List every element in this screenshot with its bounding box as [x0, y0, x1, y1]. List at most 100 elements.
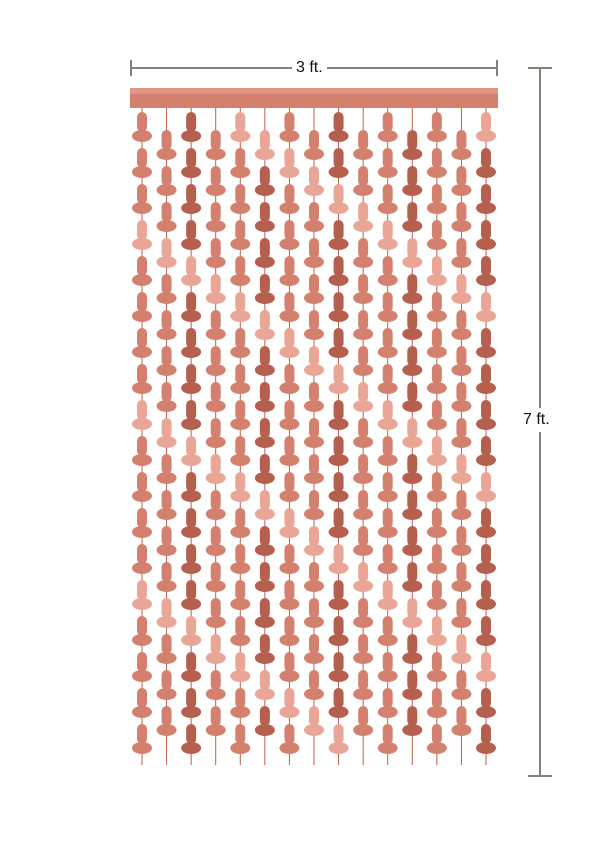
foil-piece-body: [210, 418, 221, 438]
foil-piece-base: [451, 688, 472, 700]
foil-piece-base: [254, 292, 275, 304]
foil-piece-base: [402, 184, 423, 196]
foil-piece-base: [353, 148, 374, 160]
foil-piece-base: [230, 634, 251, 646]
foil-piece-base: [476, 238, 496, 250]
foil-piece-base: [426, 238, 447, 250]
foil-piece-body: [210, 526, 221, 546]
foil-piece-body: [333, 544, 344, 564]
foil-piece-body: [358, 202, 369, 222]
foil-piece-base: [328, 274, 349, 286]
foil-piece-base: [377, 238, 398, 250]
foil-piece-base: [279, 274, 300, 286]
foil-piece-base: [181, 130, 202, 142]
foil-piece-base: [156, 436, 177, 448]
foil-piece-base: [230, 454, 251, 466]
foil-piece-base: [402, 220, 423, 232]
foil-piece-body: [186, 688, 197, 708]
foil-piece-body: [235, 112, 246, 132]
foil-piece-body: [382, 112, 393, 132]
foil-piece-body: [407, 166, 418, 186]
foil-piece-base: [181, 562, 202, 574]
foil-piece-body: [407, 454, 418, 474]
foil-piece-base: [476, 706, 496, 718]
foil-piece-base: [279, 454, 300, 466]
foil-piece-base: [328, 706, 349, 718]
foil-piece-body: [481, 580, 491, 600]
height-dimension-tick-top: [528, 67, 552, 69]
foil-piece-base: [304, 688, 324, 700]
foil-piece-base: [451, 508, 472, 520]
foil-piece-base: [353, 724, 374, 736]
foil-piece-base: [353, 472, 374, 484]
foil-piece-body: [456, 490, 467, 510]
foil-piece-body: [210, 562, 221, 582]
foil-piece-base: [304, 652, 324, 664]
foil-piece-body: [431, 292, 442, 312]
foil-piece-base: [476, 634, 496, 646]
foil-piece-base: [377, 490, 398, 502]
foil-piece-body: [210, 598, 221, 618]
foil-piece-base: [132, 742, 152, 754]
foil-piece-body: [186, 472, 197, 492]
foil-piece-body: [481, 400, 491, 420]
foil-piece-base: [181, 490, 202, 502]
foil-piece-body: [210, 346, 221, 366]
foil-piece-base: [230, 670, 251, 682]
foil-piece-base: [156, 184, 177, 196]
foil-piece-body: [333, 724, 344, 744]
foil-piece-base: [279, 742, 300, 754]
foil-piece-body: [210, 670, 221, 690]
foil-piece-body: [407, 634, 418, 654]
foil-piece-body: [235, 688, 246, 708]
foil-piece-body: [382, 436, 393, 456]
foil-piece-body: [137, 436, 147, 456]
foil-piece-body: [358, 382, 369, 402]
foil-piece-base: [132, 238, 152, 250]
foil-piece-base: [353, 436, 374, 448]
foil-piece-base: [402, 436, 423, 448]
foil-piece-body: [161, 238, 172, 258]
foil-piece-body: [309, 346, 319, 366]
foil-piece-base: [156, 220, 177, 232]
foil-piece-body: [431, 364, 442, 384]
foil-piece-base: [328, 562, 349, 574]
foil-piece-body: [309, 382, 319, 402]
foil-piece-body: [431, 724, 442, 744]
foil-piece-base: [304, 220, 324, 232]
foil-piece-body: [137, 328, 147, 348]
foil-piece-body: [358, 274, 369, 294]
foil-piece-base: [279, 310, 300, 322]
foil-piece-base: [230, 706, 251, 718]
foil-piece-body: [235, 292, 246, 312]
foil-piece-body: [235, 184, 246, 204]
foil-piece-base: [328, 166, 349, 178]
foil-piece-base: [353, 652, 374, 664]
foil-piece-base: [205, 256, 226, 268]
foil-piece-base: [156, 400, 177, 412]
foil-piece-base: [377, 562, 398, 574]
foil-piece-body: [210, 706, 221, 726]
foil-piece-body: [407, 490, 418, 510]
foil-piece-body: [407, 238, 418, 258]
foil-piece-body: [382, 148, 393, 168]
foil-piece-base: [426, 130, 447, 142]
foil-piece-base: [451, 652, 472, 664]
foil-piece-base: [328, 598, 349, 610]
foil-piece-base: [181, 310, 202, 322]
foil-piece-body: [186, 148, 197, 168]
foil-piece-base: [279, 706, 300, 718]
foil-piece-base: [205, 436, 226, 448]
foil-piece-base: [304, 328, 324, 340]
foil-piece-base: [156, 688, 177, 700]
foil-piece-base: [254, 436, 275, 448]
foil-piece-base: [451, 256, 472, 268]
foil-piece-base: [205, 508, 226, 520]
foil-piece-body: [235, 616, 246, 636]
foil-piece-body: [481, 148, 491, 168]
foil-piece-base: [279, 670, 300, 682]
foil-piece-base: [377, 418, 398, 430]
foil-piece-base: [353, 364, 374, 376]
foil-piece-base: [132, 598, 152, 610]
foil-piece-base: [451, 616, 472, 628]
